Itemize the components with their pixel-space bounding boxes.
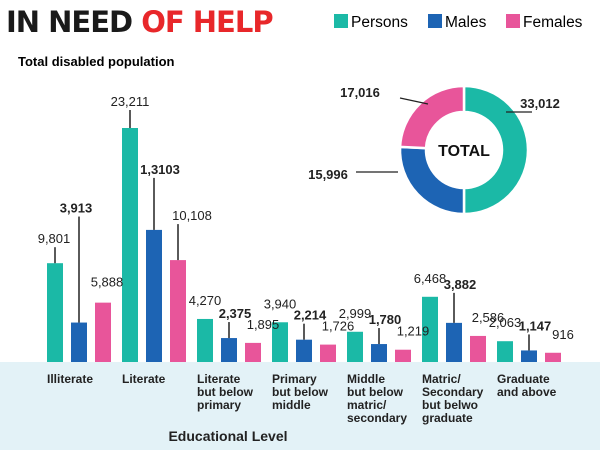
bar-females-6 [545,352,561,362]
data-label-persons-4: 2,999 [339,306,372,321]
data-label-persons-0: 9,801 [38,231,71,246]
bar-females-4 [395,349,411,362]
bar-males-6 [521,350,537,362]
legend-label-persons: Persons [351,14,408,31]
total-donut: TOTAL 33,012 17,016 15,996 [308,84,560,216]
data-label-females-2: 1,895 [247,317,280,332]
data-label-males-5: 3,882 [444,277,477,292]
bar-persons-3 [272,322,288,362]
category-labels: Illiterate Literate Literate but below prima… [47,372,557,425]
category-label-6: Graduate and above [497,372,557,399]
bar-males-4 [371,344,387,362]
donut-label-persons: 33,012 [520,96,560,111]
data-label-females-3: 1,726 [322,319,355,334]
legend: Persons Males Females [334,14,583,31]
legend-label-males: Males [445,14,487,31]
data-label-males-4: 1,780 [369,312,402,327]
legend-swatch-females [506,14,520,28]
data-label-males-2: 2,375 [219,306,252,321]
x-axis-label: Educational Level [168,428,287,444]
category-label-5: Matric/Secondary but belwo graduate [422,372,484,425]
data-label-persons-2: 4,270 [189,293,222,308]
bar-males-1 [146,229,162,362]
data-label-males-0: 3,913 [60,201,93,216]
data-label-males-3: 2,214 [294,308,327,323]
legend-swatch-persons [334,14,348,28]
data-label-females-4: 1,219 [397,324,430,339]
title-part-red: OF HELP [141,5,273,39]
legend-swatch-males [428,14,442,28]
data-label-females-6: 916 [552,327,574,342]
category-label-3: Primary but below middle [272,372,329,412]
data-label-persons-1: 23,211 [111,94,150,109]
bar-females-5 [470,335,486,362]
bar-females-0 [95,302,111,362]
data-label-persons-3: 3,940 [264,296,297,311]
data-label-females-5: 2,586 [472,310,505,325]
data-label-males-1: 1,3103 [140,162,180,177]
category-label-1: Literate [122,372,166,386]
donut-center-label: TOTAL [438,143,490,160]
donut-label-females: 15,996 [308,167,348,182]
bar-persons-0 [47,263,63,362]
bar-females-3 [320,344,336,362]
category-label-2: Literate but below primary [197,372,254,412]
bar-males-2 [221,338,237,362]
category-label-4: Middle but below matric/secondary [347,372,407,425]
bar-males-0 [71,322,87,362]
donut-leader-males [399,97,429,105]
legend-label-females: Females [523,14,583,31]
bar-persons-5 [422,296,438,362]
title-part-dark: IN NEED [6,5,141,39]
bar-males-5 [446,322,462,362]
data-label-females-0: 5,888 [91,275,124,290]
data-label-persons-6: 2,063 [489,315,522,330]
data-label-males-6: 1,147 [519,318,552,333]
category-band [0,362,600,450]
chart-subtitle: Total disabled population [18,54,175,69]
bar-persons-1 [122,128,138,362]
category-label-0: Illiterate [47,372,93,386]
bar-females-2 [245,342,261,362]
bar-males-3 [296,339,312,362]
donut-slice-females [398,84,466,150]
bar-series-group: 9,801 23,211 4,270 3,940 2,999 6,468 2,063 3,91… [38,94,574,362]
bar-females-1 [170,260,186,362]
data-label-persons-5: 6,468 [414,271,447,286]
donut-label-males: 17,016 [340,85,380,100]
data-label-females-1: 10,108 [172,208,212,223]
bar-persons-6 [497,341,513,362]
bar-persons-4 [347,331,363,362]
bar-persons-2 [197,318,213,362]
chart-title: IN NEED OF HELP [6,5,273,39]
